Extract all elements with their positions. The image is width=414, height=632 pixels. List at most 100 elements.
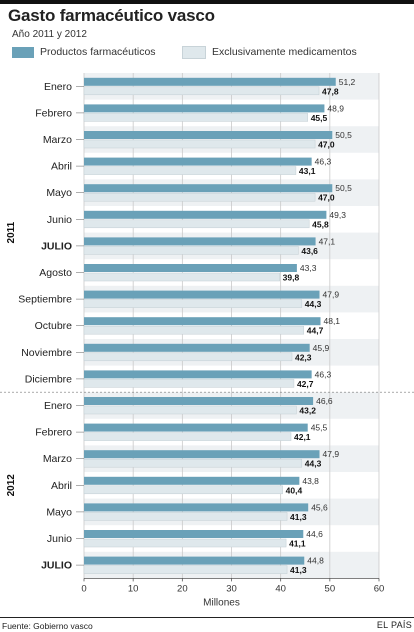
bar-productos (84, 450, 320, 459)
footer-rule (0, 617, 414, 618)
data-label-medicamentos: 42,1 (294, 432, 311, 442)
x-tick-label: 0 (81, 583, 86, 594)
data-label-medicamentos: 43,6 (301, 246, 318, 256)
bar-medicamentos (83, 86, 320, 96)
legend-item-productos: Productos farmacéuticos (12, 45, 156, 59)
category-label: Enero (44, 81, 72, 93)
data-label-medicamentos: 40,4 (286, 485, 303, 495)
bar-medicamentos (83, 299, 303, 308)
bar-productos (84, 556, 305, 565)
category-label: Noviembre (21, 347, 72, 359)
x-tick-label: 30 (226, 583, 237, 594)
bar-productos (84, 264, 297, 272)
bar-medicamentos (83, 219, 310, 229)
year-label: 2011 (6, 221, 17, 243)
x-tick-label: 10 (128, 583, 139, 594)
bar-medicamentos (83, 113, 308, 122)
category-label: Octubre (35, 320, 73, 332)
category-label: Mayo (46, 506, 72, 518)
bar-medicamentos (83, 139, 316, 149)
bar-productos (84, 184, 333, 193)
data-label-medicamentos: 44,3 (305, 459, 322, 469)
category-label: JULIO (41, 240, 72, 252)
bar-productos (84, 530, 304, 538)
bar-productos (84, 317, 321, 326)
bar-productos (84, 423, 308, 432)
bar-medicamentos (83, 565, 288, 574)
data-label-medicamentos: 43,1 (299, 166, 316, 176)
bar-medicamentos (83, 485, 283, 495)
data-label-medicamentos: 47,8 (322, 86, 339, 96)
data-label-productos: 43,3 (300, 263, 317, 273)
bar-productos (84, 397, 314, 405)
data-label-medicamentos: 41,1 (289, 539, 306, 549)
category-label: Mayo (46, 187, 72, 199)
category-label: Febrero (35, 107, 72, 119)
data-label-productos: 51,2 (339, 77, 356, 87)
bar-productos (84, 476, 300, 485)
data-label-medicamentos: 42,3 (295, 352, 312, 362)
data-label-medicamentos: 42,7 (297, 379, 314, 389)
category-label: Agosto (39, 267, 72, 279)
chart-title: Gasto farmacéutico vasco (8, 6, 215, 25)
x-axis-label: Millones (203, 597, 240, 608)
data-label-productos: 46,3 (315, 157, 332, 167)
legend-label-productos: Productos farmacéuticos (40, 46, 156, 58)
data-label-productos: 45,9 (313, 343, 330, 353)
category-label: Abril (51, 480, 72, 492)
year-label: 2012 (6, 474, 17, 497)
category-label: Enero (44, 400, 72, 412)
data-label-productos: 43,8 (302, 476, 319, 486)
x-tick-label: 50 (325, 583, 336, 594)
category-label: JULIO (41, 560, 72, 572)
bar-productos (84, 104, 325, 113)
bar-medicamentos (83, 432, 292, 441)
bar-productos (84, 131, 333, 139)
data-label-productos: 44,8 (307, 556, 324, 566)
data-label-productos: 45,5 (311, 423, 328, 433)
data-label-medicamentos: 47,0 (318, 193, 335, 203)
data-label-productos: 46,6 (316, 396, 333, 406)
data-label-medicamentos: 44,7 (307, 326, 324, 336)
bar-medicamentos (83, 325, 305, 335)
data-label-productos: 50,5 (335, 183, 352, 193)
bar-medicamentos (83, 246, 299, 255)
chart-subtitle: Año 2011 y 2012 (12, 29, 87, 40)
bar-medicamentos (83, 352, 293, 362)
legend-swatch-medicamentos (182, 45, 206, 59)
data-label-productos: 49,3 (329, 210, 346, 220)
bar-medicamentos (83, 512, 288, 521)
legend-swatch-productos (12, 46, 34, 58)
category-label: Septiembre (18, 294, 72, 306)
category-label: Marzo (43, 134, 72, 146)
legend-item-medicamentos: Exclusivamente medicamentos (182, 45, 357, 59)
brand-logo: EL PAÍS (376, 620, 412, 630)
data-label-productos: 47,9 (323, 290, 340, 300)
category-label: Marzo (43, 453, 72, 465)
data-label-productos: 50,5 (335, 130, 352, 140)
legend-label-medicamentos: Exclusivamente medicamentos (212, 46, 357, 58)
data-label-productos: 48,1 (323, 316, 340, 326)
category-label: Abril (51, 161, 72, 173)
data-label-productos: 46,3 (315, 369, 332, 379)
data-label-medicamentos: 39,8 (283, 273, 300, 283)
bar-productos (84, 237, 316, 246)
top-rule (0, 0, 414, 4)
bar-medicamentos (83, 166, 297, 175)
category-label: Febrero (35, 427, 72, 439)
bar-medicamentos (83, 379, 295, 388)
bar-medicamentos (83, 405, 297, 415)
data-label-productos: 44,6 (306, 529, 323, 539)
bar-medicamentos (83, 192, 316, 202)
bar-productos (84, 503, 309, 512)
x-tick-label: 40 (275, 583, 286, 594)
category-label: Diciembre (25, 373, 72, 385)
data-label-medicamentos: 47,0 (318, 140, 335, 150)
bar-productos (84, 157, 312, 166)
bar-productos (84, 290, 320, 299)
data-label-productos: 47,9 (323, 449, 340, 459)
data-label-productos: 47,1 (319, 236, 336, 246)
data-label-medicamentos: 41,3 (290, 512, 307, 522)
bar-medicamentos (83, 538, 287, 548)
